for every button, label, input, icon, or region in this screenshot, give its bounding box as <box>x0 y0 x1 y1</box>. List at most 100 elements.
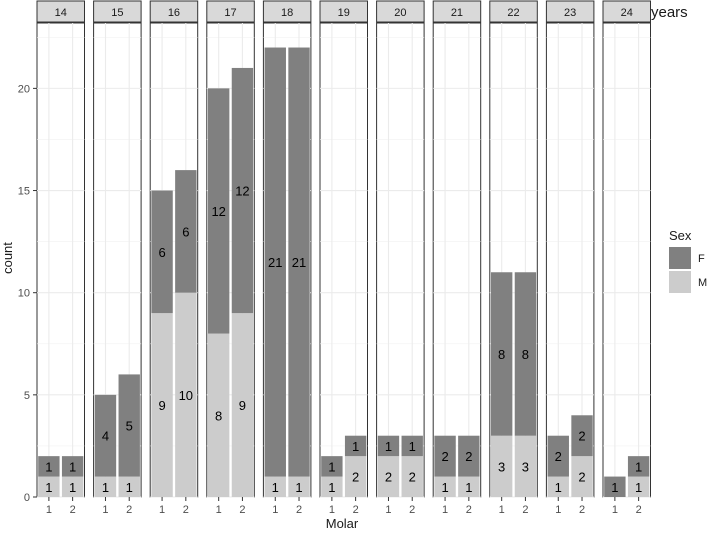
bar-segment-m <box>401 456 423 497</box>
data-label: 6 <box>158 245 165 260</box>
data-label: 9 <box>239 398 246 413</box>
x-tick-label: 2 <box>296 504 302 516</box>
bar-segment-f <box>401 435 423 457</box>
bar-segment-m <box>434 476 456 497</box>
facet-strip <box>376 0 425 23</box>
x-tick-label: 1 <box>385 504 391 516</box>
bar-segment-f <box>321 456 343 477</box>
facet-panel-20: 20 2 1 1 2 1 2 <box>376 0 425 516</box>
bar-segment-m <box>321 476 343 497</box>
bar-segment-m <box>175 292 197 497</box>
facet-strip-label: 19 <box>338 7 350 19</box>
facet-panel-18: 18 1 21 1 1 21 2 <box>262 0 312 516</box>
bar-segment-f <box>434 435 456 477</box>
facet-strip-label: 15 <box>111 7 123 19</box>
data-label: 1 <box>102 480 109 495</box>
x-tick-label: 2 <box>409 504 415 516</box>
panel-frame <box>36 22 85 498</box>
facet-strip <box>93 0 142 23</box>
data-label: 1 <box>295 480 302 495</box>
bar-segment-f <box>547 435 569 477</box>
bar-segment-f <box>207 88 230 334</box>
data-label: 1 <box>45 459 52 474</box>
data-label: 1 <box>69 459 76 474</box>
facet-strip <box>602 0 651 23</box>
data-label: 21 <box>268 255 282 270</box>
data-label: 2 <box>409 470 416 485</box>
data-label: 1 <box>635 480 642 495</box>
x-tick-label: 1 <box>102 504 108 516</box>
data-label: 6 <box>182 224 189 239</box>
facet-strip <box>206 0 255 23</box>
data-label: 1 <box>465 480 472 495</box>
bar-segment-m <box>571 456 593 497</box>
x-tick-label: 2 <box>466 504 472 516</box>
bar-segment-f <box>377 435 400 457</box>
y-tick-label: 15 <box>18 186 30 198</box>
facet-strip-label: 21 <box>451 7 463 19</box>
bar-segment-m <box>231 313 254 497</box>
x-tick-label: 2 <box>353 504 359 516</box>
bar-segment-f <box>264 47 286 477</box>
y-tick-label: 20 <box>18 83 30 95</box>
data-label: 1 <box>328 480 335 495</box>
facet-panel-19: 19 1 1 1 2 1 2 <box>319 0 368 516</box>
facet-strip <box>432 0 482 23</box>
facet-strip-label: 23 <box>564 7 576 19</box>
x-tick-label: 2 <box>70 504 76 516</box>
panel-frame <box>319 22 368 498</box>
legend-title: Sex <box>669 228 692 243</box>
x-tick-label: 1 <box>442 504 448 516</box>
bar-segment-f <box>288 47 310 477</box>
facet-variable-label: years <box>651 4 688 21</box>
bar-segment-m <box>627 476 650 497</box>
facet-panel-16: 16 9 6 1 10 6 2 <box>149 0 199 516</box>
panel-frame <box>376 22 425 498</box>
x-tick-label: 1 <box>46 504 52 516</box>
facet-strip <box>262 0 312 23</box>
bar-segment-m <box>547 476 569 497</box>
bar-segment-f <box>604 476 626 497</box>
bar-segment-m <box>118 476 140 497</box>
data-label: 1 <box>272 480 279 495</box>
bar-segment-f <box>231 67 254 314</box>
bar-segment-f <box>118 374 140 477</box>
x-tick-label: 2 <box>239 504 245 516</box>
data-label: 10 <box>179 388 193 403</box>
data-label: 12 <box>211 204 225 219</box>
bar-segment-f <box>627 456 650 477</box>
y-tick-label: 10 <box>18 288 30 300</box>
data-label: 1 <box>611 480 618 495</box>
x-tick-label: 1 <box>555 504 561 516</box>
bar-segment-m <box>458 476 480 497</box>
data-label: 9 <box>158 398 165 413</box>
facet-strip <box>489 0 538 23</box>
data-label: 2 <box>555 449 562 464</box>
data-label: 2 <box>578 470 585 485</box>
data-label: 3 <box>522 459 529 474</box>
panel-frame <box>602 22 651 498</box>
legend: Sex F M <box>669 228 707 293</box>
y-axis: 0 5 10 15 20 <box>18 83 37 504</box>
data-label: 1 <box>385 439 392 454</box>
data-label: 1 <box>409 439 416 454</box>
facet-strip-label: 22 <box>507 7 519 19</box>
bar-segment-f <box>61 456 84 477</box>
data-label: 8 <box>215 408 222 423</box>
y-tick-label: 0 <box>24 492 30 504</box>
facet-strip <box>545 0 595 23</box>
bar-segment-f <box>151 190 173 314</box>
data-label: 5 <box>126 418 133 433</box>
data-label: 2 <box>465 449 472 464</box>
data-label: 2 <box>385 470 392 485</box>
bar-segment-f <box>38 456 60 477</box>
facet-strip-label: 24 <box>621 7 633 19</box>
bar-segment-f <box>94 394 117 477</box>
bar-segment-m <box>61 476 84 497</box>
x-tick-label: 2 <box>522 504 528 516</box>
facet-strip <box>319 0 368 23</box>
